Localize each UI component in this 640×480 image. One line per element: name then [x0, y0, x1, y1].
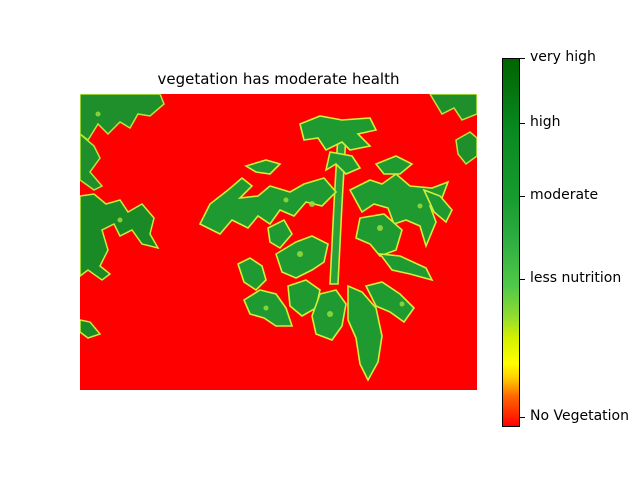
- colorbar-tick: [520, 279, 525, 280]
- central-plant: [198, 115, 453, 382]
- colorbar-label-less-nutrition: less nutrition: [530, 270, 622, 286]
- colorbar-tick: [520, 196, 525, 197]
- colorbar-label-high: high: [530, 114, 561, 130]
- vegetation-index-image: [80, 94, 477, 390]
- leaf-highlights: [95, 111, 423, 317]
- colorbar: [502, 58, 520, 427]
- colorbar-label-very-high: very high: [530, 49, 596, 65]
- foliage-top-right: [429, 94, 477, 166]
- foliage-top-left: [80, 94, 165, 191]
- colorbar-tick: [520, 417, 525, 418]
- colorbar-tick: [520, 123, 525, 124]
- foliage-left: [80, 193, 160, 339]
- plot-title: vegetation has moderate health: [157, 70, 400, 88]
- colorbar-label-moderate: moderate: [530, 187, 599, 203]
- colorbar-label-no-vegetation: No Vegetation: [530, 408, 629, 424]
- colorbar-tick: [520, 58, 525, 59]
